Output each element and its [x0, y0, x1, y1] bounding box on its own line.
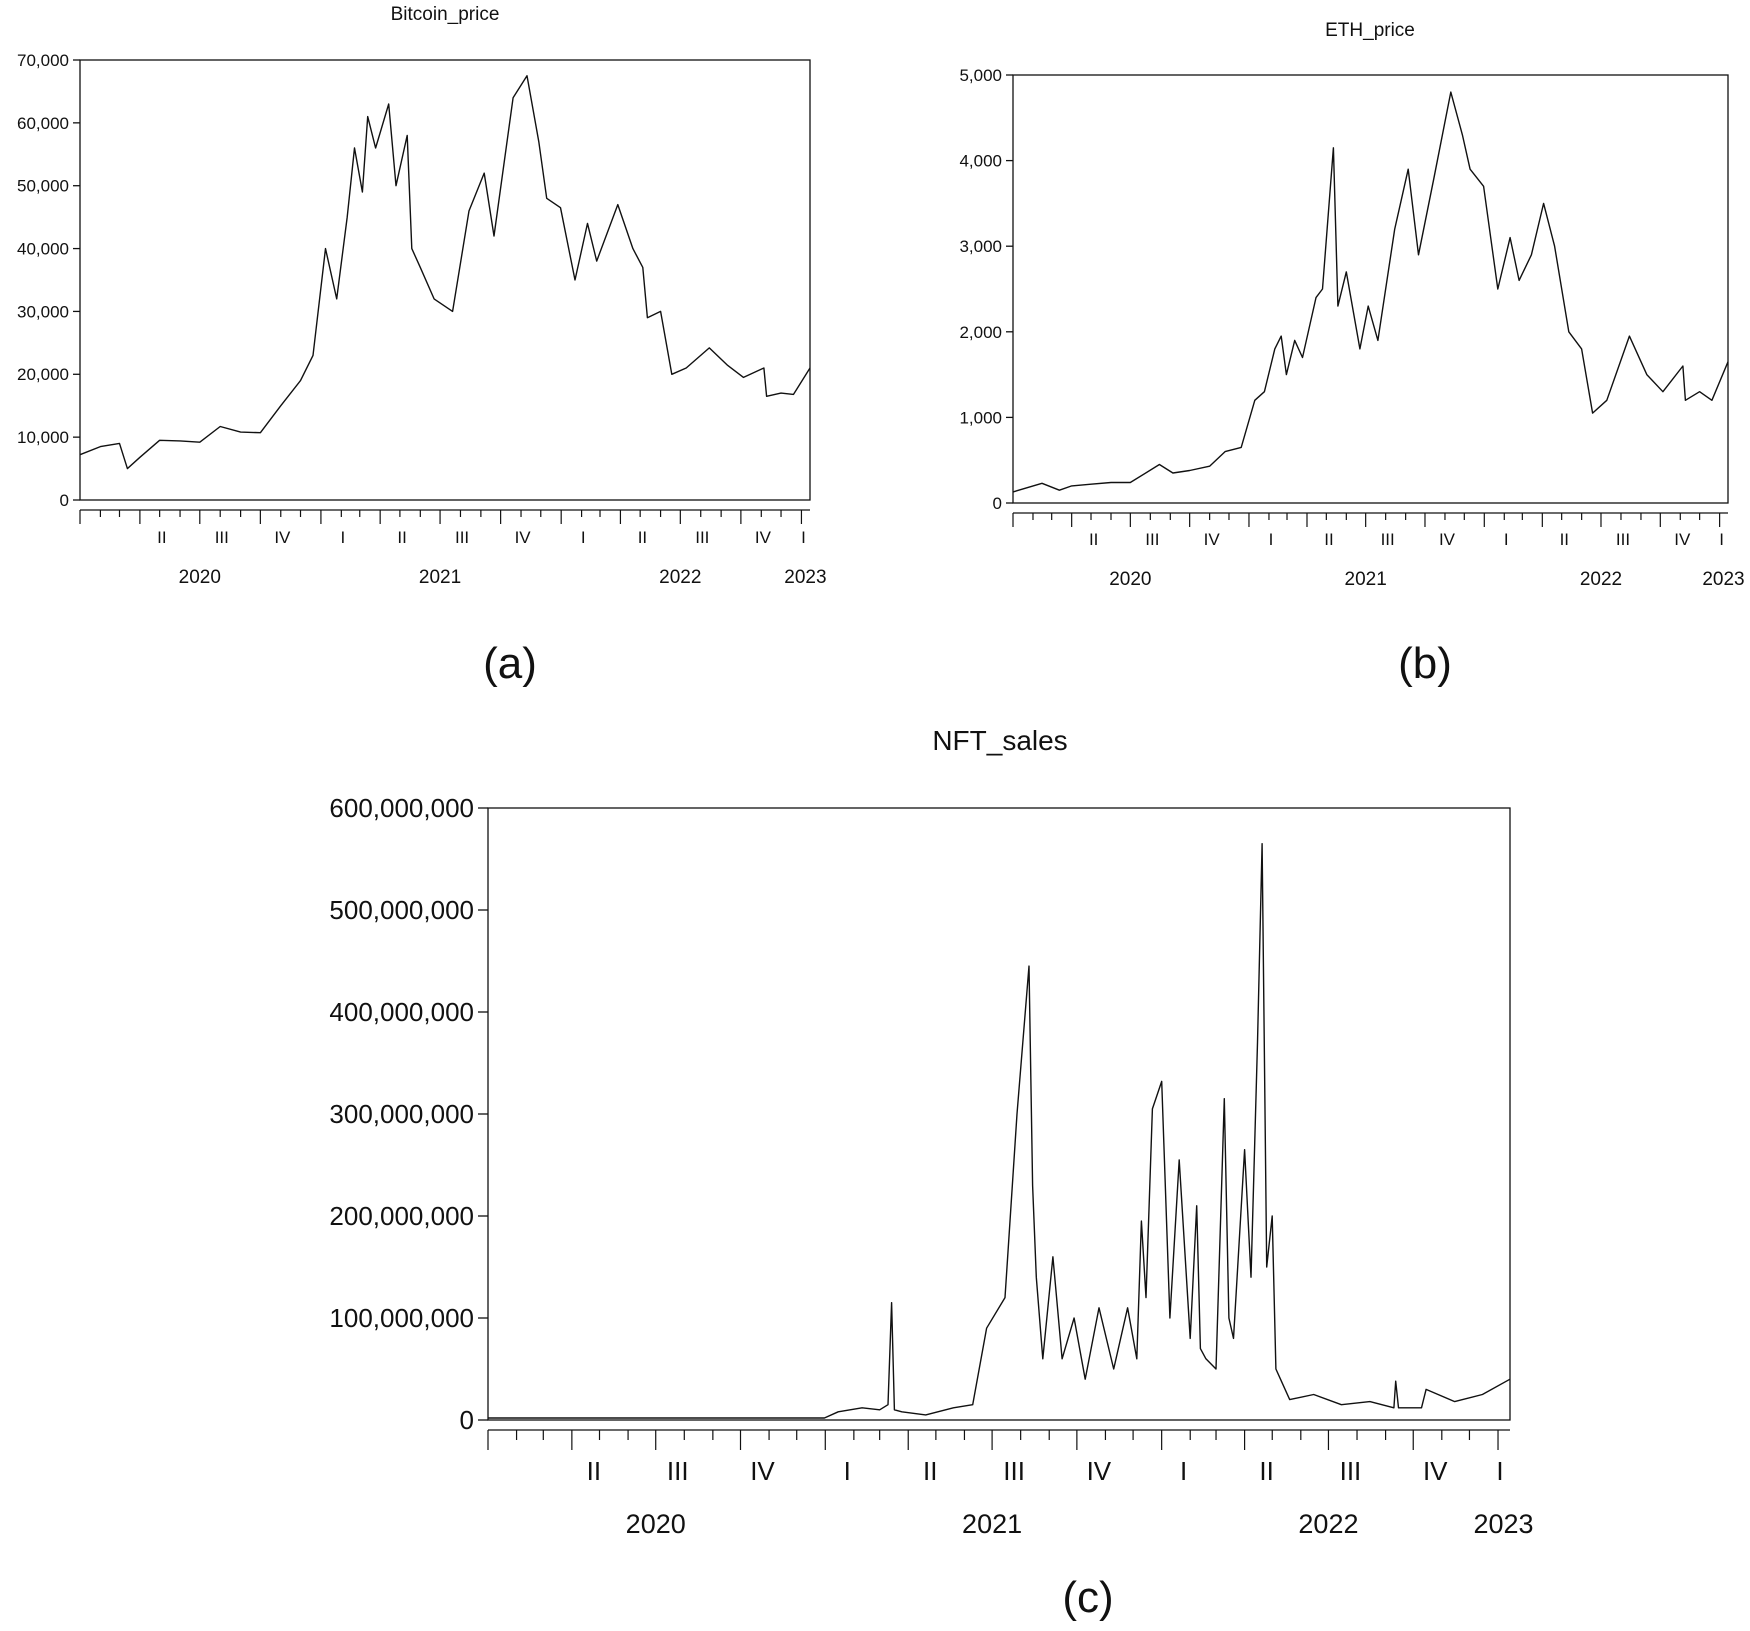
x-quarter-label: II	[638, 528, 647, 547]
x-quarter-label: III	[1003, 1456, 1025, 1486]
x-quarter-label: III	[667, 1456, 689, 1486]
x-quarter-label: II	[923, 1456, 937, 1486]
x-quarter-label: IV	[750, 1456, 775, 1486]
y-tick-label: 0	[60, 491, 69, 510]
y-tick-label: 100,000,000	[329, 1303, 474, 1333]
x-quarter-label: III	[1145, 530, 1159, 549]
x-quarter-label: III	[455, 528, 469, 547]
y-tick-label: 600,000,000	[329, 793, 474, 823]
x-quarter-label: I	[1269, 530, 1274, 549]
y-tick-label: 1,000	[959, 408, 1002, 427]
x-year-label: 2020	[626, 1509, 686, 1539]
x-quarter-label: III	[215, 528, 229, 547]
chart-title: NFT_sales	[932, 725, 1067, 756]
y-tick-label: 400,000,000	[329, 997, 474, 1027]
panel-label-a: (a)	[483, 639, 537, 688]
x-quarter-label: I	[1180, 1456, 1187, 1486]
x-year-label: 2021	[1345, 569, 1387, 590]
x-quarter-label: II	[587, 1456, 601, 1486]
plot-frame	[79, 59, 811, 501]
x-quarter-label: II	[397, 528, 406, 547]
x-quarter-label: I	[581, 528, 586, 547]
x-quarter-label: IV	[1423, 1456, 1448, 1486]
y-tick-label: 0	[460, 1405, 474, 1435]
x-quarter-label: IV	[1674, 530, 1691, 549]
y-tick-label: 30,000	[17, 302, 69, 321]
panel-label-c: (c)	[1062, 1573, 1113, 1622]
x-quarter-label: I	[1504, 530, 1509, 549]
bitcoin-price-chart: Bitcoin_price 0 10,000 20,000 30,000 40,000 50…	[17, 4, 827, 588]
nft-sales-chart: NFT_sales 0 100,000,000 200,000,000 300,000,…	[329, 725, 1533, 1539]
y-tick-label: 200,000,000	[329, 1201, 474, 1231]
plot-frame	[487, 807, 1511, 1421]
x-quarter-label: I	[1496, 1456, 1503, 1486]
x-year-label: 2022	[659, 567, 701, 588]
x-quarter-label: III	[1340, 1456, 1362, 1486]
x-quarter-label: I	[1719, 530, 1724, 549]
x-quarter-label: I	[341, 528, 346, 547]
x-quarter-label: IV	[1087, 1456, 1112, 1486]
x-year-label: 2022	[1580, 569, 1622, 590]
x-year-label: 2023	[784, 567, 826, 588]
x-quarter-label: IV	[515, 528, 532, 547]
x-quarter-label: IV	[755, 528, 772, 547]
x-year-label: 2020	[1109, 569, 1151, 590]
x-quarter-label: III	[1616, 530, 1630, 549]
y-tick-label: 70,000	[17, 51, 69, 70]
y-tick-label: 20,000	[17, 365, 69, 384]
x-quarter-label: IV	[274, 528, 291, 547]
y-tick-label: 60,000	[17, 114, 69, 133]
x-quarter-label: IV	[1439, 530, 1456, 549]
y-tick-label: 3,000	[959, 237, 1002, 256]
x-year-label: 2021	[962, 1509, 1022, 1539]
chart-title: ETH_price	[1325, 20, 1415, 41]
x-quarter-label: IV	[1204, 530, 1221, 549]
x-quarter-label: I	[801, 528, 806, 547]
x-quarter-label: II	[1324, 530, 1333, 549]
panel-label-b: (b)	[1398, 639, 1452, 688]
chart-title: Bitcoin_price	[391, 4, 500, 25]
y-tick-label: 40,000	[17, 240, 69, 259]
x-quarter-label: II	[157, 528, 166, 547]
y-tick-label: 50,000	[17, 177, 69, 196]
x-quarter-label: II	[1259, 1456, 1273, 1486]
x-quarter-label: III	[695, 528, 709, 547]
y-tick-label: 0	[993, 494, 1002, 513]
plot-frame	[1012, 74, 1729, 504]
x-year-label: 2020	[179, 567, 221, 588]
series-line	[488, 843, 1511, 1419]
y-tick-label: 500,000,000	[329, 895, 474, 925]
x-quarter-label: II	[1560, 530, 1569, 549]
x-year-label: 2023	[1702, 569, 1744, 590]
x-quarter-label: I	[844, 1456, 851, 1486]
x-quarter-label: II	[1089, 530, 1098, 549]
y-tick-label: 5,000	[959, 66, 1002, 85]
series-line	[1012, 91, 1729, 493]
y-tick-label: 300,000,000	[329, 1099, 474, 1129]
y-tick-label: 10,000	[17, 428, 69, 447]
y-tick-label: 2,000	[959, 323, 1002, 342]
x-year-label: 2023	[1474, 1509, 1534, 1539]
x-year-label: 2022	[1298, 1509, 1358, 1539]
x-year-label: 2021	[419, 567, 461, 588]
series-line	[79, 74, 811, 470]
y-tick-label: 4,000	[959, 152, 1002, 171]
x-quarter-label: III	[1381, 530, 1395, 549]
